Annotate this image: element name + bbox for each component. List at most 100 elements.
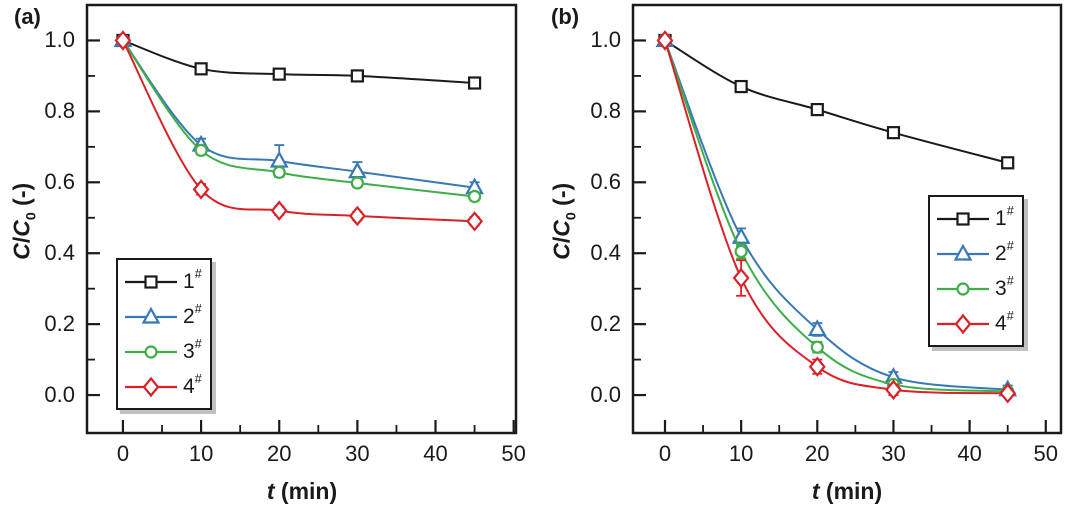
series-4# (656, 30, 1017, 404)
legend-marker-circle-icon (124, 340, 178, 364)
series-4# (114, 30, 484, 232)
legend-marker-triangle-icon (936, 242, 990, 266)
data-point-marker-triangle (807, 319, 827, 337)
legend-marker-diamond-icon (936, 312, 990, 336)
axes-frame (631, 3, 1063, 435)
legend-line-sample (125, 306, 177, 324)
legend-item: 4# (124, 369, 202, 404)
data-point-marker-diamond (885, 379, 902, 400)
y-tick-label: 0.2 (44, 311, 75, 337)
series-line (664, 40, 1008, 393)
legend-label: 1# (995, 203, 1014, 230)
legend-item: 3# (124, 334, 202, 369)
data-point-marker-square (350, 69, 364, 83)
data-point-marker-diamond (808, 356, 826, 377)
legend-label: 2# (995, 238, 1014, 265)
legend-item: 4# (936, 306, 1014, 341)
x-tick-label: 10 (188, 441, 214, 466)
legend-marker-square-icon (124, 270, 178, 294)
x-tick-label: 0 (116, 441, 130, 466)
y-tick-label: 0.6 (44, 169, 75, 195)
y-axis-title-b: C/C0 (-) (548, 182, 580, 260)
data-point-marker-square (272, 67, 286, 81)
y-tick-label: 0.4 (44, 240, 75, 266)
legend-item: 1# (936, 201, 1014, 236)
data-point-marker-triangle (731, 226, 751, 244)
y-tick-label: 0.8 (44, 98, 75, 124)
data-point-marker-square (886, 126, 901, 140)
legend-line-sample (937, 211, 989, 226)
legend-label: 4# (995, 308, 1014, 335)
legend-line-sample (937, 281, 989, 296)
series-line (122, 39, 475, 85)
panel-a: (a) t (min) C/C0 (-) 1# 2# 3# 4# 0 10 20 30… (8, 3, 526, 504)
series-line (664, 39, 1008, 164)
y-tick-label: 0.6 (590, 169, 621, 195)
data-point-marker-diamond (348, 205, 366, 227)
x-tick-label: 10 (728, 441, 754, 466)
data-point-marker-diamond (114, 30, 132, 51)
y-axis-title-a: C/C0 (-) (8, 182, 40, 260)
x-tick-label: 30 (345, 441, 370, 466)
legend-label: 1# (183, 266, 202, 293)
data-point-marker-triangle (141, 306, 161, 324)
data-point-marker-square (144, 274, 158, 289)
series-line (664, 40, 1008, 395)
legend-label: 4# (183, 371, 202, 398)
data-point-marker-circle (810, 340, 824, 354)
series-1# (658, 33, 1015, 170)
data-point-marker-square (956, 211, 970, 226)
x-tick-label: 20 (805, 441, 830, 466)
series-line (122, 39, 475, 223)
legend-line-sample (125, 344, 177, 359)
data-point-marker-triangle (953, 243, 973, 261)
data-point-marker-diamond (466, 211, 484, 232)
x-axis-title-a: t (min) (266, 478, 338, 504)
data-point-marker-diamond (142, 376, 160, 397)
legend-line-sample (937, 313, 989, 334)
legend-b: 1# 2# 3# 4# (928, 195, 1024, 347)
legend-item: 3# (936, 271, 1014, 306)
data-point-marker-square (194, 62, 208, 76)
legend-label: 3# (995, 273, 1014, 300)
data-point-marker-circle (956, 281, 970, 296)
data-point-marker-circle (350, 176, 364, 190)
x-tick-label: 50 (1033, 441, 1058, 466)
data-point-marker-square (810, 103, 824, 117)
data-point-marker-diamond (999, 383, 1017, 404)
legend-marker-circle-icon (936, 277, 990, 301)
y-tick-label: 0.4 (590, 240, 621, 266)
legend-line-sample (125, 274, 177, 289)
legend-item: 2# (936, 236, 1014, 271)
x-tick-label: 40 (423, 441, 448, 466)
series-line (122, 39, 475, 189)
x-axis-title-b: t (min) (811, 478, 883, 504)
panel-b: (b) t (min) C/C0 (-) 1# 2# 3# 4# 0 10 20 30… (540, 0, 1080, 517)
data-point-marker-diamond (270, 200, 288, 221)
legend-line-sample (937, 243, 989, 261)
y-tick-label: 1.0 (590, 27, 621, 53)
x-tick-label: 0 (658, 441, 672, 466)
data-point-marker-square (467, 76, 482, 90)
series-1# (116, 33, 482, 90)
plot-area-b (631, 3, 1063, 435)
series-line (664, 40, 1008, 391)
x-tick-label: 50 (501, 441, 526, 466)
y-tick-label: 0.8 (590, 98, 621, 124)
data-point-marker-square (1001, 156, 1015, 170)
panel-tag-a: (a) (14, 4, 41, 29)
legend-marker-triangle-icon (124, 305, 178, 329)
y-tick-label: 0.2 (590, 311, 621, 337)
y-tick-label: 0.0 (590, 382, 621, 408)
data-point-marker-circle (194, 143, 208, 157)
data-point-marker-diamond (656, 30, 674, 51)
data-point-marker-circle (734, 244, 748, 259)
legend-label: 3# (183, 336, 202, 363)
data-point-marker-diamond (192, 179, 210, 200)
y-tick-label: 1.0 (44, 27, 75, 53)
data-point-marker-circle (272, 165, 286, 179)
legend-a: 1# 2# 3# 4# (116, 258, 212, 410)
x-tick-label: 20 (266, 441, 292, 466)
axes-frame (85, 3, 518, 435)
